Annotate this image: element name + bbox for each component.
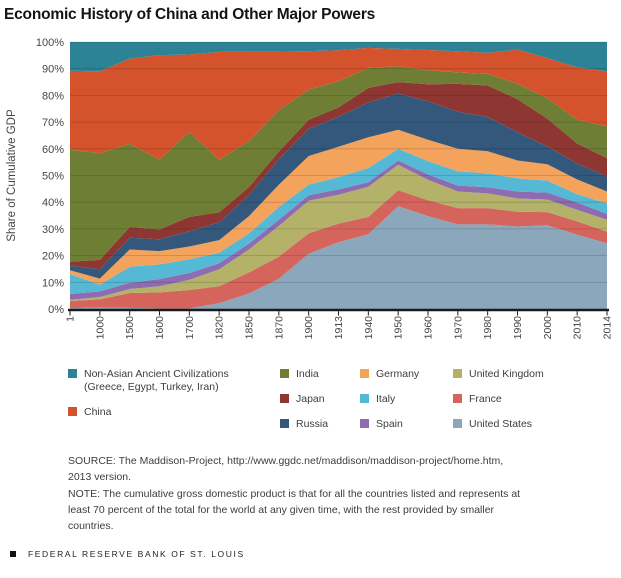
legend-label: Spain: [376, 418, 403, 430]
x-tick-label: 1: [65, 316, 77, 322]
legend-label: Italy: [376, 393, 396, 405]
legend-item-united-states: United States: [453, 418, 544, 431]
methodology-note: NOTE: The cumulative gross domestic prod…: [68, 488, 521, 532]
legend-column: Germany Italy Spain: [360, 368, 419, 443]
x-tick-label: 2010: [572, 316, 584, 340]
x-tick-label: 2014: [602, 316, 614, 340]
legend-item-china: China: [68, 406, 229, 419]
legend-item-italy: Italy: [360, 393, 419, 406]
x-tick-label: 2000: [542, 316, 554, 340]
x-tick-label: 1960: [423, 316, 435, 340]
y-tick-label: 40%: [42, 197, 64, 209]
legend-swatch: [68, 369, 77, 378]
legend-column: United Kingdom France United States: [453, 368, 544, 443]
stacked-area-chart: 0% 10% 20% 30% 40% 50% 60% 70% 80% 90% 100% 1 1000 15…: [6, 37, 614, 340]
legend-swatch: [453, 369, 462, 378]
legend-swatch: [453, 394, 462, 403]
footer: FEDERAL RESERVE BANK OF ST. LOUIS: [10, 549, 245, 559]
x-tick-label: 1980: [482, 316, 494, 340]
y-tick-label: 20%: [42, 251, 64, 263]
y-tick-label: 100%: [36, 37, 64, 49]
legend-item-united-kingdom: United Kingdom: [453, 368, 544, 381]
area-india: [70, 66, 607, 262]
y-tick-label: 70%: [42, 117, 64, 129]
area-china: [70, 47, 607, 160]
area-france: [70, 190, 607, 309]
y-tick-label: 60%: [42, 144, 64, 156]
x-tick-label: 1940: [363, 316, 375, 340]
legend-swatch: [280, 394, 289, 403]
area-spain: [70, 160, 607, 300]
legend-column: India Japan Russia: [280, 368, 328, 443]
legend-swatch: [453, 419, 462, 428]
legend-item-india: India: [280, 368, 328, 381]
source-note: SOURCE: The Maddison-Project, http://www…: [68, 455, 504, 483]
area-italy: [70, 148, 607, 294]
legend-item-france: France: [453, 393, 544, 406]
legend-swatch: [360, 394, 369, 403]
area-united-states: [70, 206, 607, 309]
x-tick-label: 1600: [154, 316, 166, 340]
y-axis-title: Share of Cumulative GDP: [6, 109, 18, 242]
x-tick-label: 1000: [94, 316, 106, 340]
legend-label: United Kingdom: [469, 368, 544, 380]
y-tick-label: 50%: [42, 171, 64, 183]
legend-swatch: [68, 407, 77, 416]
y-tick-label: 30%: [42, 224, 64, 236]
legend-item-spain: Spain: [360, 418, 419, 431]
x-tick-label: 1500: [124, 316, 136, 340]
legend-swatch: [280, 419, 289, 428]
x-tick-label: 1850: [244, 316, 256, 340]
legend-item-germany: Germany: [360, 368, 419, 381]
legend-label: Russia: [296, 418, 329, 430]
area-germany: [70, 129, 607, 285]
x-tick-label: 1913: [333, 316, 345, 340]
legend-label: Japan: [296, 393, 325, 405]
legend-label: France: [469, 393, 502, 405]
chart-legend: Non-Asian Ancient Civilizations (Greece,…: [0, 368, 621, 448]
area-russia: [70, 93, 607, 279]
legend-label: Germany: [376, 368, 420, 380]
legend-item-japan: Japan: [280, 393, 328, 406]
y-tick-label: 10%: [42, 277, 64, 289]
x-tick-label: 1820: [214, 316, 226, 340]
legend-label: United States: [469, 418, 533, 430]
x-tick-label: 1870: [273, 316, 285, 340]
legend-swatch: [360, 369, 369, 378]
legend-label: China: [84, 406, 112, 418]
area-non-asian-ancient-civilizations-greece-egypt-turkey-iran: [70, 42, 607, 72]
area-japan: [70, 82, 607, 270]
x-tick-label: 1700: [184, 316, 196, 340]
y-tick-label: 90%: [42, 64, 64, 76]
page-title: Economic History of China and Other Majo…: [4, 6, 376, 23]
x-tick-label: 1970: [452, 316, 464, 340]
x-tick-label: 1950: [393, 316, 405, 340]
legend-swatch: [280, 369, 289, 378]
legend-swatch: [360, 419, 369, 428]
legend-label: India: [296, 368, 319, 380]
y-tick-label: 80%: [42, 90, 64, 102]
area-united-kingdom: [70, 164, 607, 301]
footer-square-bullet: [10, 551, 16, 557]
y-tick-label: 0%: [48, 304, 64, 316]
x-tick-label: 1900: [303, 316, 315, 340]
legend-column: Non-Asian Ancient Civilizations (Greece,…: [68, 368, 229, 431]
legend-item-non-asian-ancient-civilizations: Non-Asian Ancient Civilizations (Greece,…: [68, 368, 229, 394]
legend-label: Non-Asian Ancient Civilizations (Greece,…: [84, 368, 229, 393]
x-tick-label: 1990: [512, 316, 524, 340]
legend-item-russia: Russia: [280, 418, 328, 431]
footer-text: FEDERAL RESERVE BANK OF ST. LOUIS: [28, 549, 245, 559]
